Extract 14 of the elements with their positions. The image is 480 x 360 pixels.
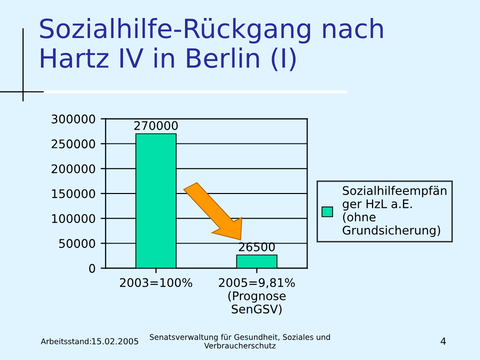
y-tick-label: 50000 — [59, 239, 96, 248]
chart-title: Sozialhilfe-Rückgang nach Hartz IV in Berlin (I) — [40, 18, 383, 72]
y-tick-label: 100000 — [52, 214, 96, 224]
text: 4 — [440, 338, 446, 345]
y-tick-label: 0 — [89, 264, 96, 273]
x-tick-label: 2005=9,81% (Prognose SenGSV) — [218, 278, 295, 315]
y-tick-label: 150000 — [52, 189, 96, 198]
legend-label: Sozialhilfeempfän ger HzL a.E. (ohne Grundsicherung) — [342, 186, 446, 237]
text: 15.02.2005 — [92, 338, 138, 344]
x-tick-label: 2003=100% — [120, 278, 192, 288]
y-tick-label: 250000 — [52, 139, 96, 148]
y-tick-label: 300000 — [52, 114, 96, 124]
data-label: 270000 — [134, 121, 178, 130]
y-tick-label: 200000 — [52, 164, 96, 174]
